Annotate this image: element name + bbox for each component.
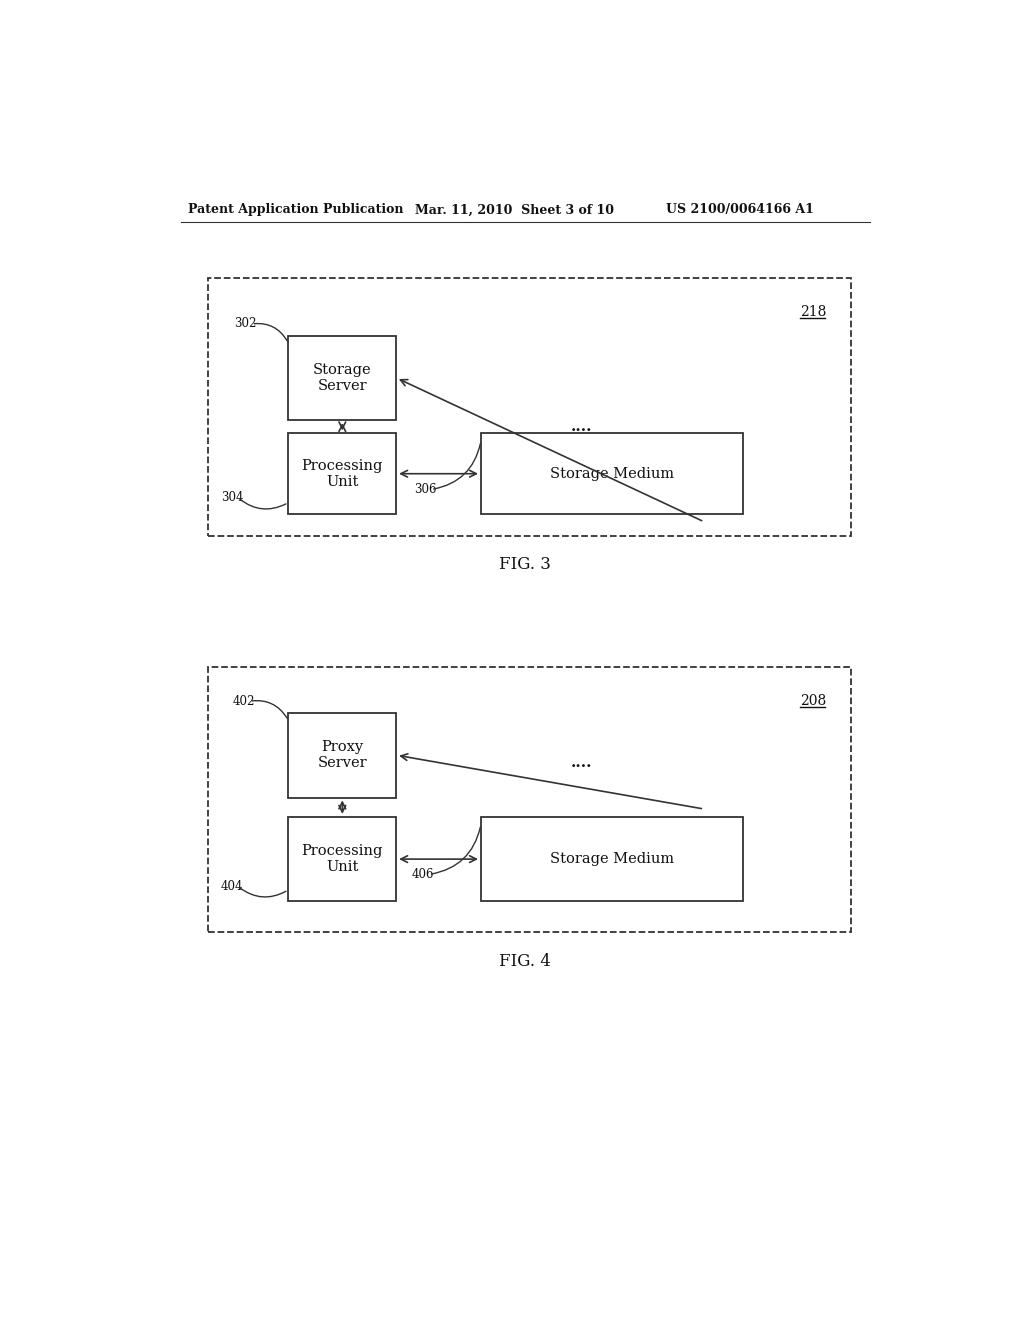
Bar	[289, 713, 396, 797]
Text: Mar. 11, 2010  Sheet 3 of 10: Mar. 11, 2010 Sheet 3 of 10	[416, 203, 614, 216]
Text: ....: ....	[570, 420, 592, 434]
Bar	[289, 433, 396, 515]
Text: FIG. 4: FIG. 4	[499, 953, 551, 970]
Text: Processing
Unit: Processing Unit	[302, 843, 383, 874]
Text: Storage Medium: Storage Medium	[550, 467, 674, 480]
Text: Storage Medium: Storage Medium	[550, 853, 674, 866]
Text: 302: 302	[234, 317, 257, 330]
Text: 404: 404	[220, 879, 243, 892]
Bar	[481, 817, 742, 902]
Text: Proxy
Server: Proxy Server	[317, 741, 368, 771]
Bar	[208, 667, 851, 932]
Bar	[208, 277, 851, 536]
Text: Storage
Server: Storage Server	[313, 363, 372, 393]
Bar	[481, 433, 742, 515]
Bar	[289, 335, 396, 420]
Text: 402: 402	[232, 694, 255, 708]
Text: 406: 406	[412, 869, 434, 880]
Text: Patent Application Publication: Patent Application Publication	[188, 203, 403, 216]
Text: 218: 218	[801, 305, 826, 319]
Text: 304: 304	[220, 491, 243, 504]
Text: ....: ....	[570, 756, 592, 770]
Text: US 2100/0064166 A1: US 2100/0064166 A1	[666, 203, 814, 216]
Bar	[289, 817, 396, 902]
Text: FIG. 3: FIG. 3	[499, 557, 551, 573]
Text: 306: 306	[414, 483, 436, 496]
Text: 208: 208	[801, 694, 826, 709]
Text: Processing
Unit: Processing Unit	[302, 458, 383, 488]
